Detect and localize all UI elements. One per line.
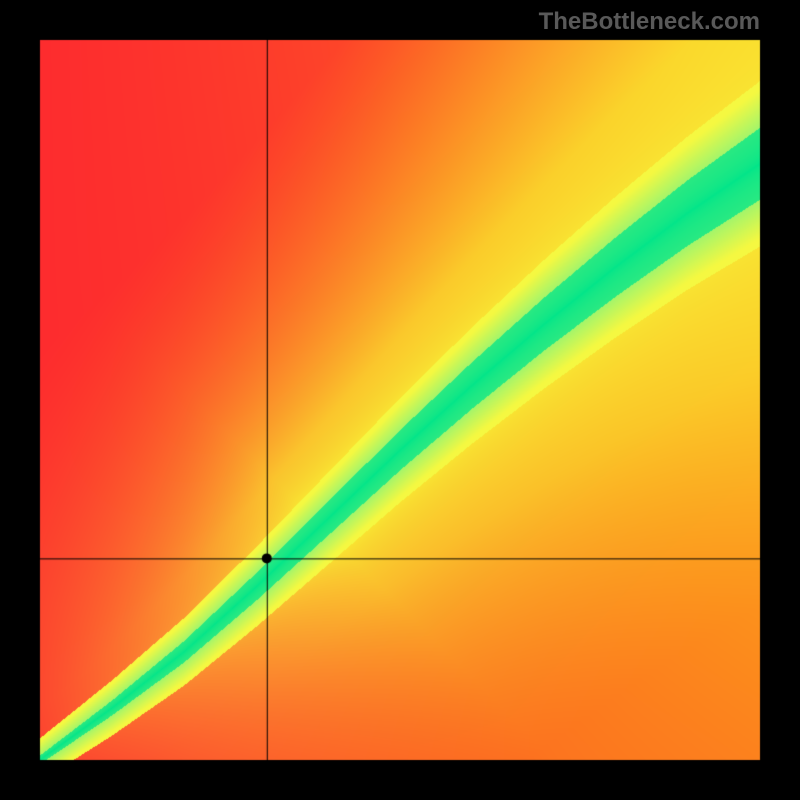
bottleneck-heatmap — [0, 0, 800, 800]
watermark-text: TheBottleneck.com — [539, 8, 760, 36]
